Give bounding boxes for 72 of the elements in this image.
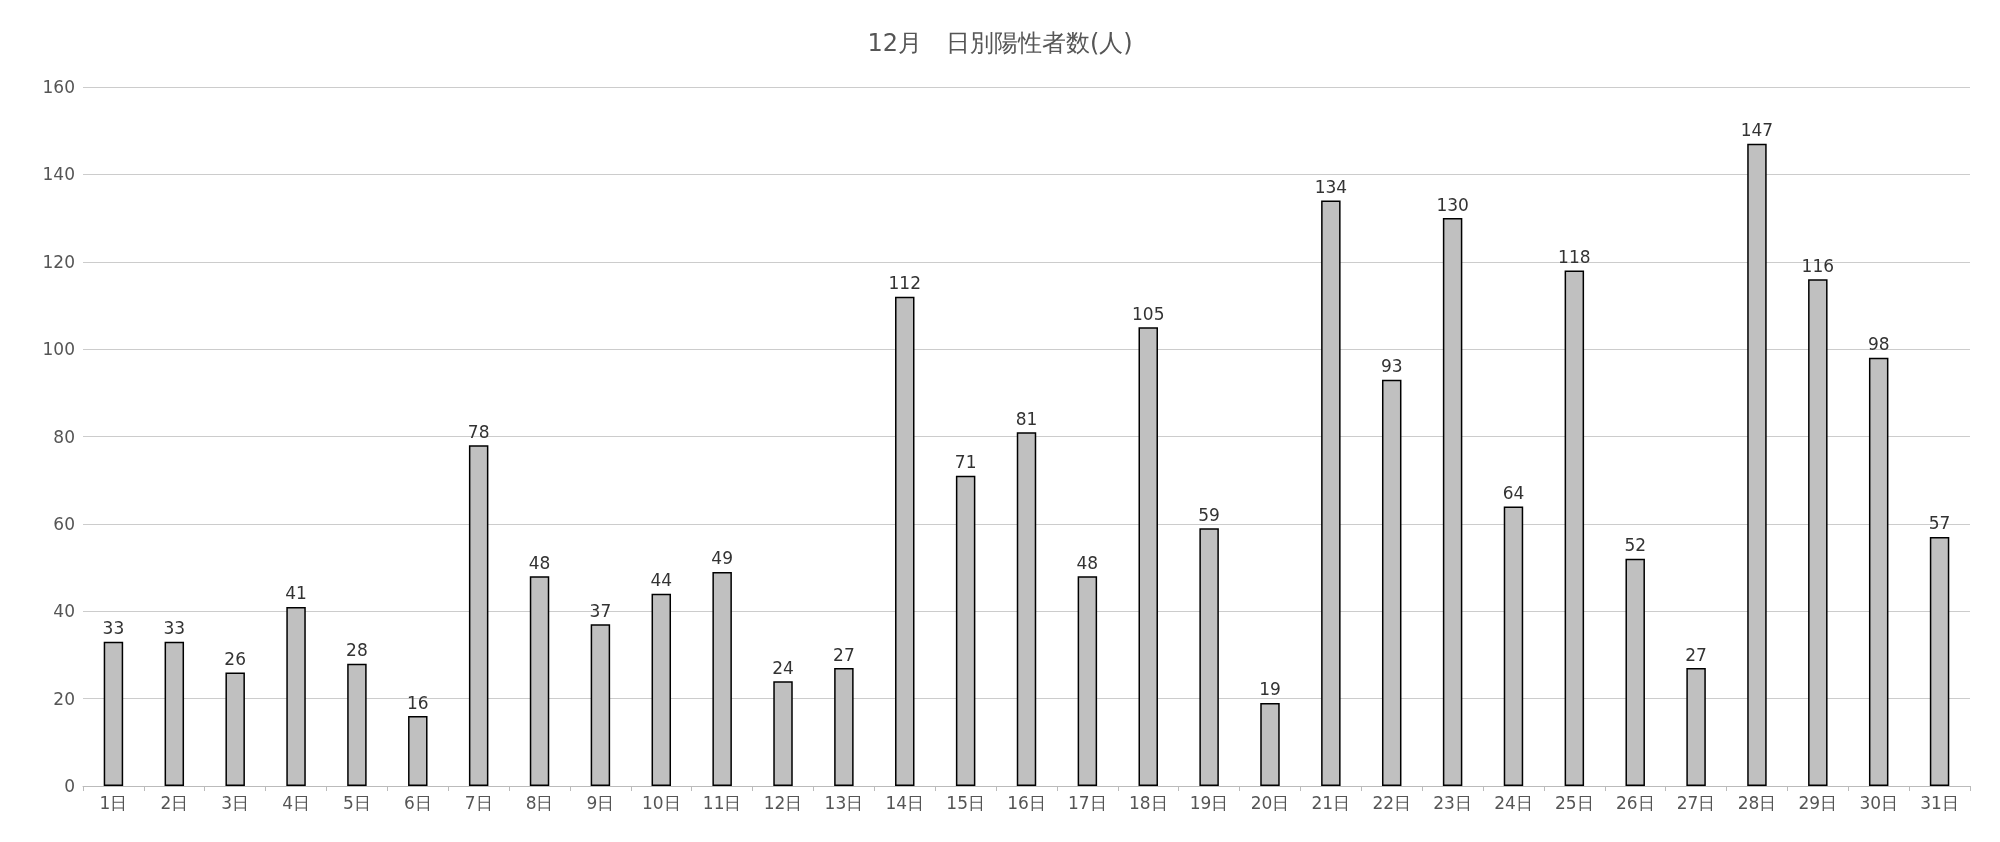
data-label: 48 bbox=[528, 552, 551, 573]
x-tick-label: 24日 bbox=[1494, 792, 1533, 813]
y-tick-label: 120 bbox=[42, 251, 75, 272]
x-tick-label: 15日 bbox=[946, 792, 985, 813]
data-label: 49 bbox=[711, 548, 733, 569]
data-label: 27 bbox=[833, 644, 855, 665]
data-label: 41 bbox=[285, 583, 307, 604]
x-tick-label: 19日 bbox=[1189, 792, 1229, 813]
x-tick-label: 31日 bbox=[1920, 792, 1959, 813]
data-label: 27 bbox=[1685, 644, 1707, 665]
x-tick-label: 30日 bbox=[1859, 792, 1899, 813]
x-tick-label: 2日 bbox=[160, 792, 189, 813]
x-tick-label: 21日 bbox=[1311, 792, 1351, 813]
data-label: 24 bbox=[772, 657, 794, 678]
data-label: 59 bbox=[1198, 504, 1220, 525]
x-tick-label: 6日 bbox=[403, 792, 432, 813]
x-tick-label: 22日 bbox=[1372, 792, 1412, 813]
data-label: 116 bbox=[1801, 255, 1835, 276]
x-tick-label: 20日 bbox=[1250, 792, 1290, 813]
data-label: 19 bbox=[1259, 679, 1281, 700]
y-tick-label: 140 bbox=[42, 164, 75, 185]
data-label: 78 bbox=[467, 421, 490, 442]
data-label: 52 bbox=[1624, 535, 1647, 556]
x-tick-label: 7日 bbox=[464, 792, 493, 813]
y-tick-label: 80 bbox=[53, 426, 75, 447]
y-tick-label: 160 bbox=[42, 77, 75, 97]
x-tick-label: 13日 bbox=[824, 792, 864, 813]
x-tick-label: 23日 bbox=[1433, 792, 1472, 813]
data-label: 130 bbox=[1436, 194, 1469, 215]
x-tick-label: 27日 bbox=[1676, 792, 1716, 813]
chart-title: 12月 日別陽性者数(人) bbox=[867, 29, 1133, 57]
data-label: 81 bbox=[1015, 408, 1038, 429]
x-tick-label: 17日 bbox=[1068, 792, 1107, 813]
data-label: 57 bbox=[1928, 513, 1951, 534]
data-label: 48 bbox=[1076, 552, 1099, 573]
x-tick-label: 10日 bbox=[641, 792, 681, 813]
y-tick-label: 60 bbox=[53, 513, 75, 534]
x-tick-label: 4日 bbox=[282, 792, 310, 813]
x-tick-label: 12日 bbox=[763, 792, 803, 813]
y-tick-label: 20 bbox=[53, 688, 75, 709]
x-tick-label: 18日 bbox=[1128, 792, 1168, 813]
y-tick-label: 40 bbox=[53, 601, 75, 622]
data-label: 105 bbox=[1132, 303, 1165, 324]
data-label: 147 bbox=[1740, 120, 1774, 141]
x-tick-label: 25日 bbox=[1555, 792, 1594, 813]
data-label: 134 bbox=[1314, 177, 1348, 198]
data-label: 98 bbox=[1867, 334, 1890, 355]
y-tick-label: 0 bbox=[64, 776, 75, 796]
data-label: 33 bbox=[163, 618, 186, 639]
data-label: 44 bbox=[650, 570, 673, 591]
x-tick-label: 8日 bbox=[525, 792, 554, 813]
x-tick-label: 29日 bbox=[1798, 792, 1838, 813]
x-tick-label: 28日 bbox=[1737, 792, 1777, 813]
data-label: 37 bbox=[589, 600, 612, 621]
x-tick-label: 26日 bbox=[1615, 792, 1655, 813]
data-label: 118 bbox=[1558, 246, 1591, 267]
data-label: 71 bbox=[954, 452, 977, 473]
data-label: 64 bbox=[1502, 482, 1525, 503]
x-tick-label: 1日 bbox=[99, 792, 128, 813]
data-label: 112 bbox=[888, 273, 921, 294]
x-tick-label: 11日 bbox=[702, 792, 742, 813]
data-label: 28 bbox=[346, 640, 368, 661]
data-label: 33 bbox=[102, 618, 125, 639]
data-label: 16 bbox=[406, 692, 429, 713]
x-tick-label: 16日 bbox=[1007, 792, 1046, 813]
x-tick-label: 5日 bbox=[343, 792, 371, 813]
y-tick-label: 100 bbox=[42, 339, 75, 360]
data-label: 26 bbox=[224, 648, 246, 669]
x-tick-label: 3日 bbox=[221, 792, 250, 813]
x-tick-label: 14日 bbox=[885, 792, 925, 813]
x-tick-label: 9日 bbox=[586, 792, 615, 813]
data-label: 93 bbox=[1380, 356, 1403, 377]
